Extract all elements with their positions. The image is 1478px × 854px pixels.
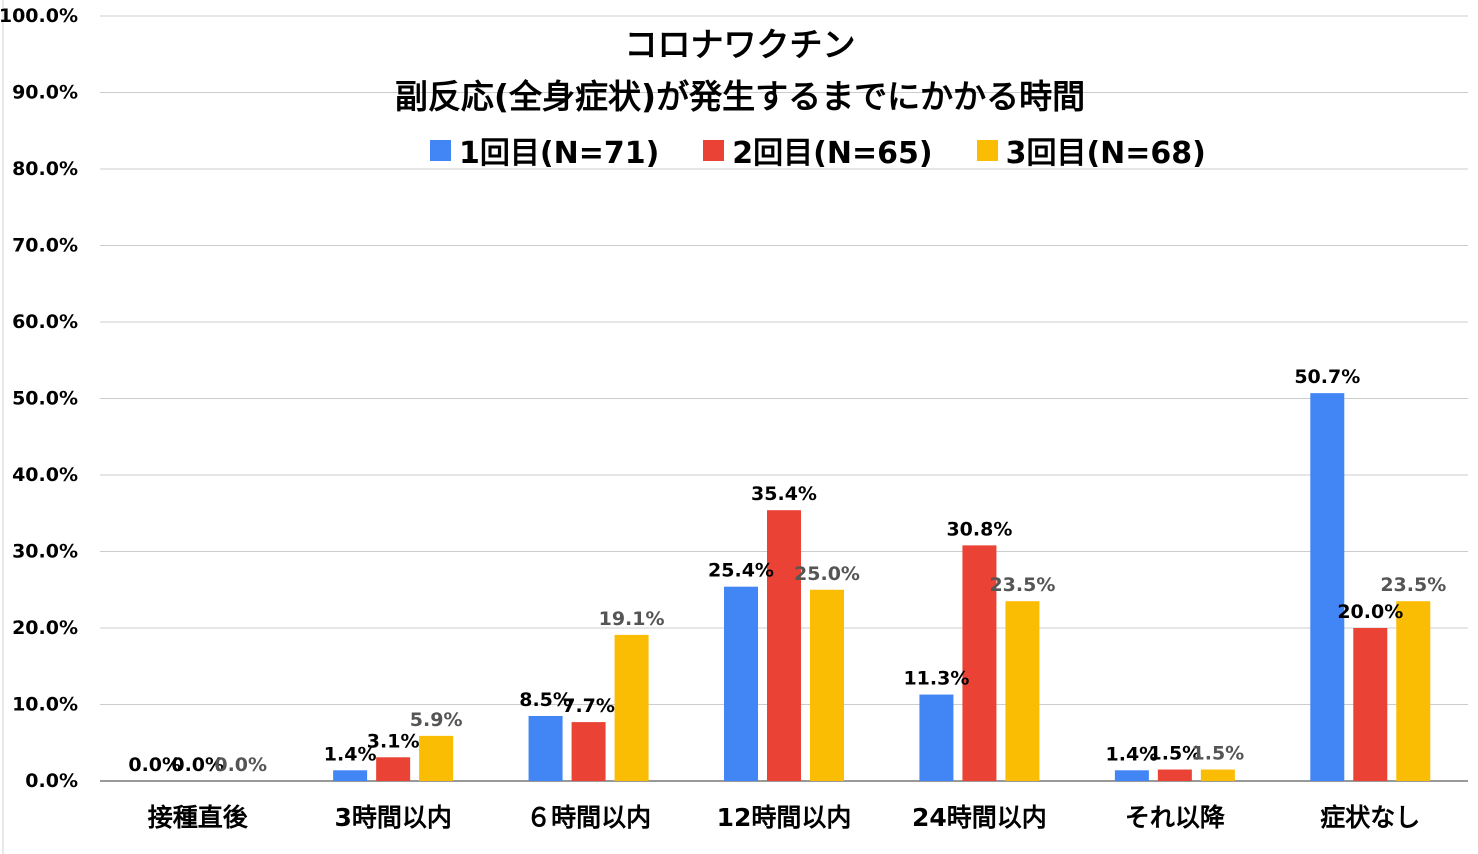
data-label: 0.0%: [171, 754, 224, 776]
data-label: 3.1%: [367, 730, 420, 752]
bar-series-2: [571, 722, 606, 781]
x-category-label: 症状なし: [1320, 803, 1420, 832]
y-tick-label: 40.0%: [12, 464, 78, 486]
y-tick-label: 50.0%: [12, 388, 78, 410]
y-tick-label: 10.0%: [12, 694, 78, 716]
data-label: 1.5%: [1149, 743, 1202, 765]
bar-series-3: [1005, 601, 1040, 781]
bar-series-1: [1310, 393, 1345, 781]
data-label: 0.0%: [214, 754, 267, 776]
data-label: 1.4%: [324, 743, 377, 765]
data-label: 8.5%: [519, 689, 572, 711]
legend-label-series-3: 3回目(N=68): [1005, 136, 1206, 171]
data-label: 25.0%: [794, 563, 860, 585]
x-category-label: 接種直後: [148, 803, 249, 832]
y-tick-label: 90.0%: [12, 82, 78, 104]
chart-title: コロナワクチン: [624, 25, 856, 64]
data-label: 25.4%: [708, 560, 774, 582]
x-axis-categories: 接種直後 3時間以内 ６時間以内 12時間以内 24時間以内 それ以降 症状なし: [148, 803, 1421, 832]
data-label: 20.0%: [1337, 601, 1403, 623]
legend-swatch-series-2: [703, 139, 725, 161]
x-category-label: 3時間以内: [334, 803, 451, 832]
bar-series-1: [1114, 770, 1149, 781]
bar-series-3: [614, 634, 649, 781]
y-tick-label: 80.0%: [12, 158, 78, 180]
legend-label-series-1: 1回目(N=71): [459, 136, 660, 171]
bars: [333, 393, 1431, 781]
x-category-label: それ以降: [1125, 803, 1226, 832]
legend: 1回目(N=71) 2回目(N=65) 3回目(N=68): [430, 128, 1206, 172]
y-tick-label: 0.0%: [25, 770, 78, 792]
y-tick-label: 30.0%: [12, 541, 78, 563]
data-label: 1.5%: [1192, 743, 1245, 765]
y-tick-label: 20.0%: [12, 617, 78, 639]
bar-series-3: [1396, 601, 1431, 781]
data-label: 11.3%: [903, 668, 969, 690]
legend-item-series-2: 2回目(N=65): [703, 128, 933, 172]
legend-swatch-series-1: [430, 139, 451, 161]
data-label: 23.5%: [989, 574, 1055, 596]
y-tick-label: 70.0%: [12, 235, 78, 257]
data-label: 23.5%: [1380, 574, 1446, 596]
bar-series-2: [767, 510, 801, 781]
x-category-label: 12時間以内: [717, 803, 852, 832]
legend-label-series-2: 2回目(N=65): [732, 136, 933, 171]
data-label: 50.7%: [1294, 366, 1360, 388]
x-category-label: 24時間以内: [912, 803, 1047, 832]
bar-series-3: [1200, 769, 1235, 781]
legend-item-series-1: 1回目(N=71): [430, 128, 659, 172]
x-category-label: ６時間以内: [526, 803, 651, 832]
bar-series-1: [528, 715, 563, 781]
bar-series-2: [962, 545, 997, 781]
y-tick-label: 60.0%: [12, 311, 78, 333]
bar-series-2: [1353, 628, 1388, 781]
bar-series-1: [919, 694, 954, 781]
bar-series-1: [333, 770, 368, 781]
bar-series-1: [724, 586, 758, 781]
legend-item-series-3: 3回目(N=68): [976, 128, 1206, 172]
y-tick-label: 100.0%: [0, 5, 78, 27]
chart-subtitle: 副反応(全身症状)が発生するまでにかかる時間: [394, 77, 1086, 116]
legend-swatch-series-3: [976, 139, 998, 161]
bar-series-3: [810, 589, 844, 781]
data-labels: 0.0%0.0%0.0% 1.4%3.1%5.9%8.5%7.7%19.1%25.…: [128, 366, 1446, 776]
bar-series-3: [419, 735, 454, 781]
data-label: 19.1%: [599, 608, 665, 630]
data-label: 30.8%: [946, 518, 1012, 540]
data-label: 35.4%: [751, 483, 817, 505]
y-axis-ticks: 0.0% 10.0% 20.0% 30.0% 40.0% 50.0% 60.0% 70.0% 8…: [0, 5, 78, 792]
data-label: 5.9%: [410, 709, 463, 731]
bar-series-2: [376, 757, 411, 781]
data-label: 0.0%: [128, 754, 181, 776]
bar-series-2: [1157, 769, 1192, 781]
data-label: 7.7%: [562, 695, 615, 717]
data-label: 1.4%: [1106, 743, 1159, 765]
